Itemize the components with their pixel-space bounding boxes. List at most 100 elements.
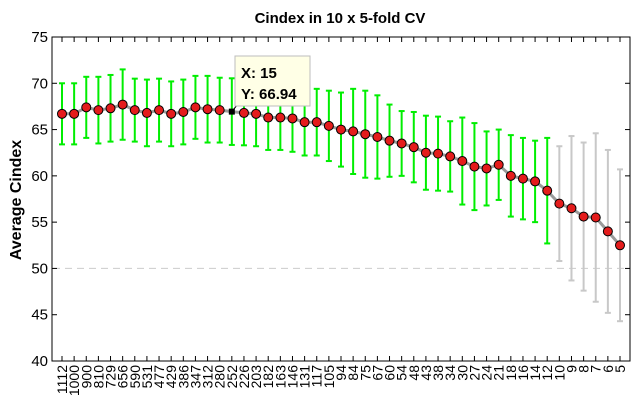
x-tick-label: 9: [563, 365, 579, 373]
data-point: [505, 170, 516, 181]
x-tick-label: 48: [406, 365, 422, 381]
x-tick-label: 84: [345, 365, 361, 381]
x-tick-label: 656: [115, 365, 131, 389]
x-tick-label: 1112: [54, 365, 70, 394]
error-bars: [59, 68, 623, 323]
data-point: [420, 147, 431, 158]
x-tick-label: 14: [527, 365, 543, 381]
y-tick-label: 55: [31, 214, 48, 231]
data-point: [202, 104, 213, 115]
x-tick-label: 6: [600, 365, 616, 373]
x-tick-label: 12: [539, 365, 555, 381]
axes-box: [51, 36, 631, 362]
datatip: X: 15 Y: 66.94: [228, 55, 311, 115]
x-tick-label: 252: [224, 365, 240, 389]
x-tick-label: 163: [272, 365, 288, 389]
x-tick-label: 16: [515, 365, 531, 381]
data-point: [517, 173, 528, 184]
data-point: [251, 108, 262, 119]
data-point: [348, 126, 359, 137]
data-point: [384, 135, 395, 146]
data-point: [433, 148, 444, 159]
data-point: [372, 131, 383, 142]
data-point: [554, 198, 565, 209]
x-tick-label: 75: [357, 365, 373, 381]
y-axis-label: Average Cindex: [8, 140, 25, 260]
x-tick-label: 5: [612, 365, 628, 373]
data-point: [469, 161, 480, 172]
data-point: [590, 212, 601, 223]
data-point: [336, 124, 346, 135]
x-tick-label: 146: [284, 365, 300, 389]
x-tick-label: 34: [442, 365, 458, 381]
y-tick-label: 45: [31, 307, 48, 324]
data-point: [566, 203, 577, 214]
data-point: [323, 120, 334, 131]
y-tick-label: 50: [31, 260, 48, 277]
data-point: [93, 105, 104, 116]
data-point: [481, 163, 492, 174]
data-point: [129, 105, 140, 116]
data-point: [578, 211, 589, 222]
x-tick-label: 43: [418, 365, 434, 381]
y-tick-label: 70: [31, 75, 48, 92]
data-point: [178, 106, 189, 117]
data-point: [117, 99, 128, 110]
data-point: [141, 107, 152, 118]
data-point: [396, 138, 407, 149]
data-point: [311, 117, 322, 128]
data-point: [530, 176, 541, 187]
x-tick-label: 280: [212, 365, 228, 389]
x-tick-label: 429: [163, 365, 179, 389]
data-point: [81, 102, 92, 113]
datatip-box: [234, 55, 311, 107]
data-point: [57, 108, 67, 119]
x-tick-label: 10: [551, 365, 567, 381]
x-tick-label: 312: [200, 365, 216, 389]
x-tick-label: 386: [175, 365, 191, 389]
x-tick-label: 7: [588, 365, 604, 373]
x-tick-label: 18: [503, 365, 519, 381]
y-tick-label: 40: [31, 353, 48, 370]
data-point: [287, 113, 298, 124]
data-point: [602, 226, 613, 237]
x-tick-label: 60: [382, 365, 398, 381]
data-point: [190, 102, 201, 113]
data-point: [154, 105, 165, 116]
x-tick-label: 810: [90, 365, 106, 389]
x-tick-label: 117: [309, 365, 325, 388]
x-tick-label: 30: [454, 365, 470, 381]
data-point: [445, 151, 456, 162]
data-point: [493, 159, 504, 170]
y-tick-label: 65: [31, 122, 48, 139]
x-tick-label: 67: [369, 365, 385, 381]
data-markers: [57, 99, 625, 251]
x-tick-label: 347: [187, 365, 203, 389]
x-tick-label: 590: [127, 365, 143, 389]
x-tick-label: 27: [466, 365, 482, 381]
chart-title: Cindex in 10 x 5-fold CV: [255, 10, 426, 27]
datatip-marker: [228, 108, 235, 115]
data-point: [105, 103, 116, 114]
x-tick-label: 8: [576, 365, 592, 373]
y-tick-label: 75: [31, 29, 48, 46]
y-tick-label: 60: [31, 168, 48, 185]
data-point: [457, 156, 468, 167]
x-tick-label: 203: [248, 365, 264, 389]
data-point: [615, 240, 625, 251]
x-tick-label: 94: [333, 365, 349, 381]
x-tick-label: 21: [491, 365, 507, 381]
data-point: [214, 105, 225, 116]
x-axis-ticks: 1112100090081072965659053147742938634731…: [54, 37, 628, 396]
x-tick-label: 54: [394, 365, 410, 381]
x-tick-label: 131: [297, 365, 313, 389]
data-point: [299, 117, 310, 128]
x-tick-label: 900: [78, 365, 94, 389]
data-point: [408, 142, 419, 153]
data-point: [69, 108, 80, 119]
data-point: [238, 107, 249, 118]
x-tick-label: 531: [139, 365, 155, 389]
datatip-y-text: Y: 66.94: [241, 86, 297, 103]
